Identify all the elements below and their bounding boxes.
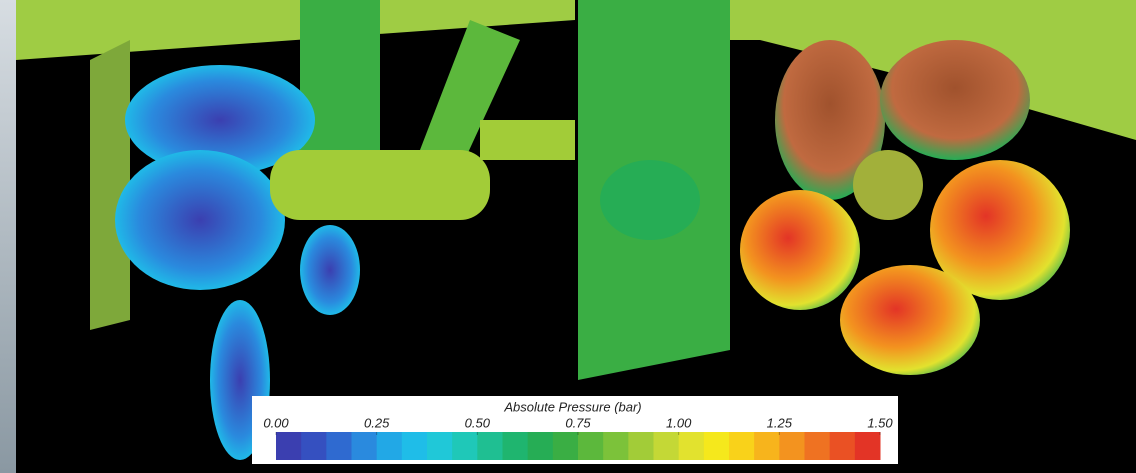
color-step xyxy=(830,432,856,460)
color-step xyxy=(352,432,378,460)
color-step xyxy=(452,432,478,460)
color-step xyxy=(276,432,302,460)
color-step xyxy=(528,432,554,460)
tick-label: 0.75 xyxy=(565,415,591,430)
color-step xyxy=(377,432,403,460)
colorbar-title: Absolute Pressure (bar) xyxy=(503,399,641,414)
color-step xyxy=(855,432,881,460)
color-step xyxy=(679,432,705,460)
tick-label: 1.50 xyxy=(867,415,893,430)
tick-label: 1.00 xyxy=(666,415,692,430)
color-step xyxy=(326,432,352,460)
screenshot: Absolute Pressure (bar) 0.00 0.25 0.50 0.75… xyxy=(0,0,1136,473)
tick-label: 0.00 xyxy=(263,415,289,430)
color-step xyxy=(754,432,780,460)
color-step xyxy=(402,432,428,460)
tick-label: 1.25 xyxy=(767,415,793,430)
color-step xyxy=(729,432,755,460)
color-step xyxy=(578,432,604,460)
color-step xyxy=(503,432,529,460)
color-step xyxy=(779,432,805,460)
color-step xyxy=(553,432,579,460)
color-step xyxy=(427,432,453,460)
color-step xyxy=(477,432,503,460)
color-step xyxy=(704,432,730,460)
color-step xyxy=(654,432,680,460)
color-step xyxy=(301,432,327,460)
colorbar-legend: Absolute Pressure (bar) 0.00 0.25 0.50 0.75… xyxy=(252,396,898,464)
color-step xyxy=(628,432,654,460)
tick-label: 0.25 xyxy=(364,415,390,430)
tick-label: 0.50 xyxy=(465,415,491,430)
color-step xyxy=(603,432,629,460)
color-step xyxy=(805,432,831,460)
